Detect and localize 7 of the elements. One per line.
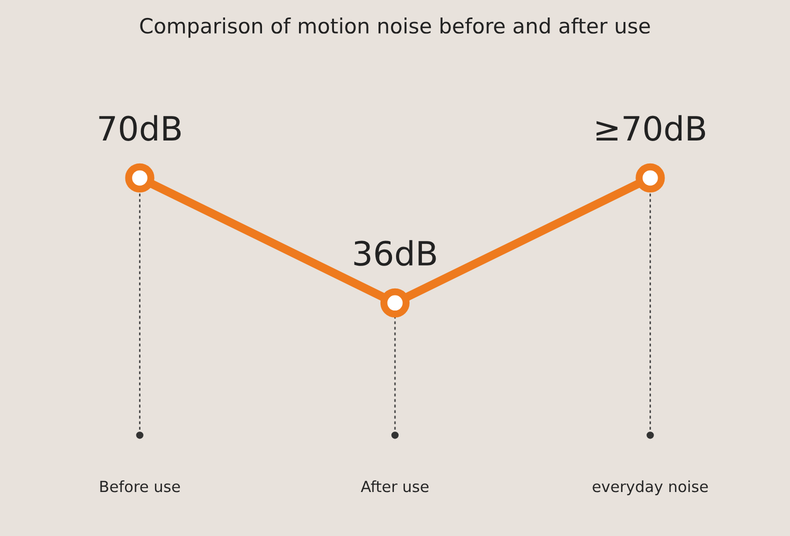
x-tick-label: Before use — [100, 480, 180, 492]
chart-title: Comparison of motion noise before and after use — [140, 18, 650, 38]
data-label: 36dB — [354, 240, 436, 266]
data-label: ≥70dB — [596, 115, 706, 141]
x-tick-label: everyday noise — [592, 480, 708, 496]
data-label: 70dB — [99, 115, 181, 141]
x-tick-label: After use — [360, 480, 428, 492]
